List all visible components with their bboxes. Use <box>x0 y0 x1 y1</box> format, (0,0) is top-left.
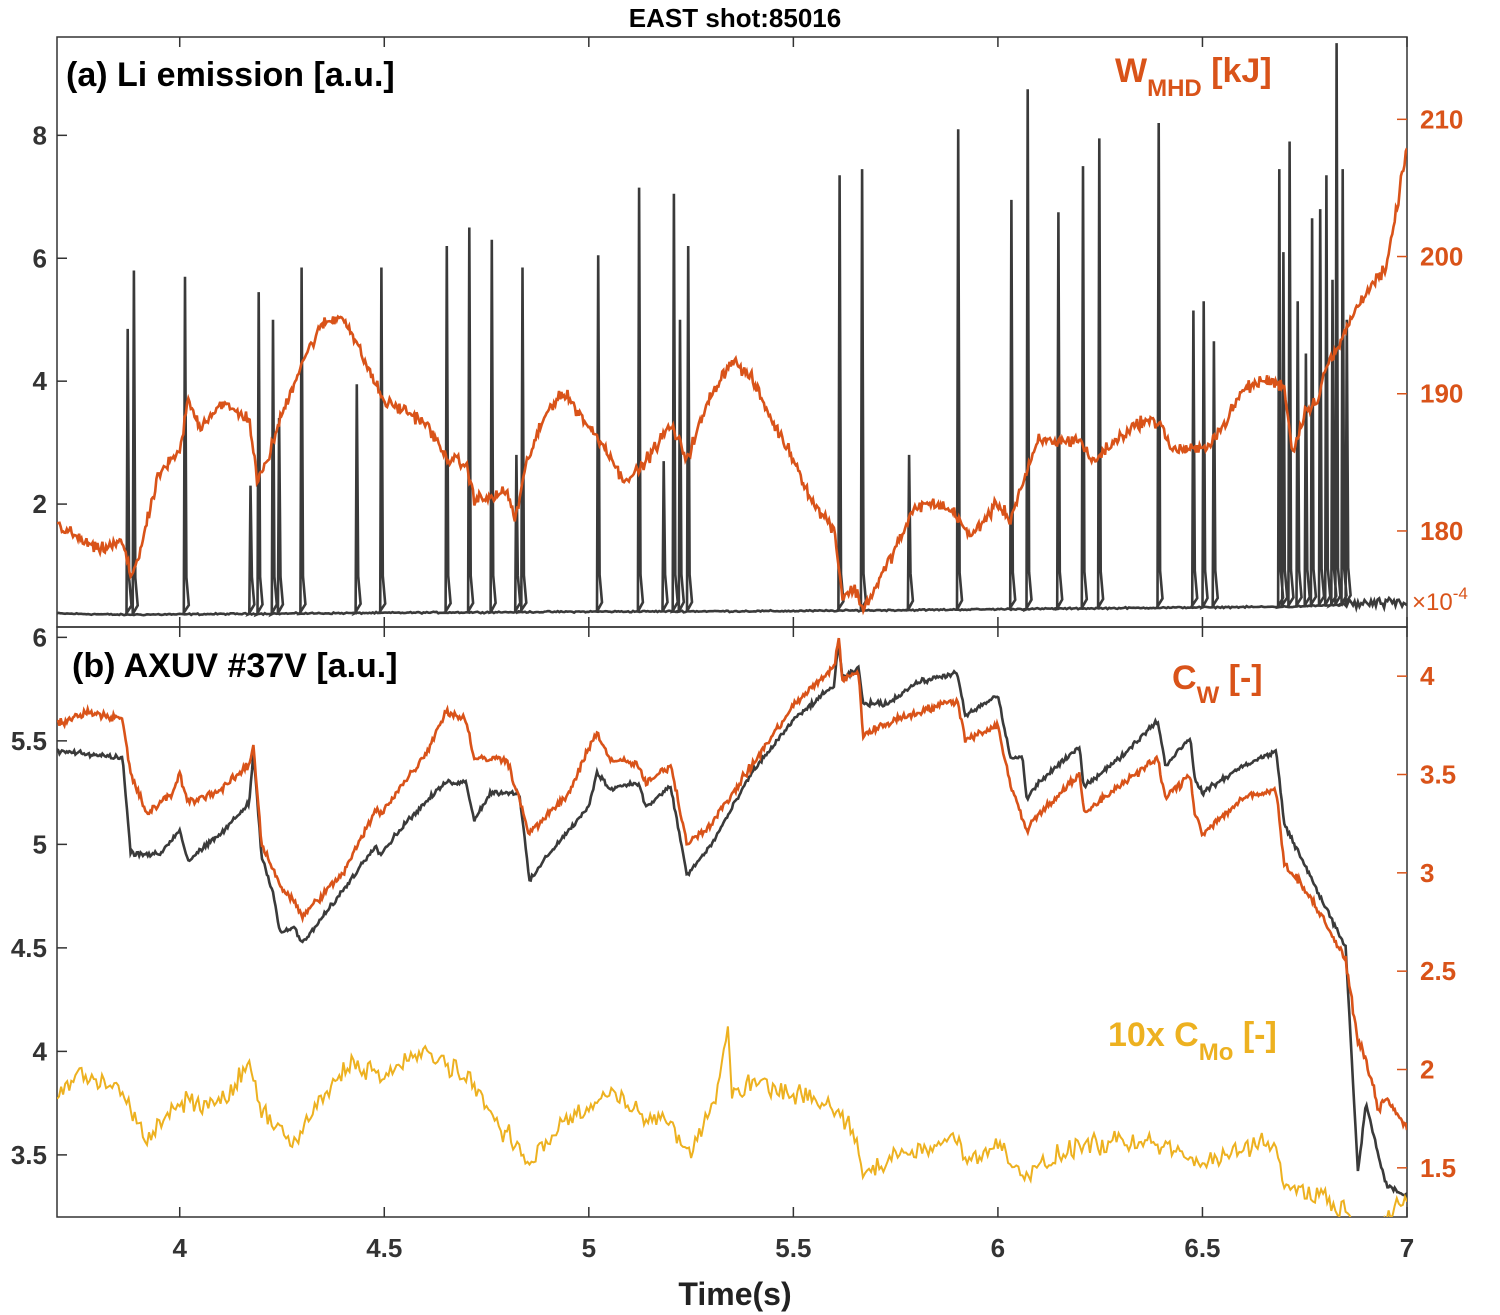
right-tick-label: 180 <box>1420 516 1463 546</box>
right-tick-label: 3 <box>1420 858 1434 888</box>
right-tick-label: 2.5 <box>1420 956 1456 986</box>
panel-b-right-axis: 1.5 2 2.5 3 3.5 4 <box>1397 661 1456 1183</box>
panel-a: 2 4 6 8 180 190 200 210 (a) Li emission [a.u.]… <box>33 36 1468 628</box>
right-tick-label: 1.5 <box>1420 1153 1456 1183</box>
panel-b-frame <box>56 626 1408 1218</box>
right-tick-label: 2 <box>1420 1055 1434 1085</box>
exponent-label: ×10-4 <box>1412 584 1468 616</box>
x-tick-label: 5.5 <box>775 1233 811 1263</box>
left-tick-label: 4 <box>33 366 48 396</box>
left-tick-label: 2 <box>33 489 47 519</box>
axuv-series <box>57 645 1407 1198</box>
wmhd-series <box>57 147 1407 616</box>
panel-a-label: (a) Li emission [a.u.] <box>66 56 395 94</box>
x-tick-label: 4.5 <box>366 1233 402 1263</box>
figure-title: EAST shot:85016 <box>629 3 841 33</box>
x-axis: 4 4.5 5 5.5 6 6.5 7 <box>172 37 1414 1263</box>
left-tick-label: 8 <box>33 120 47 150</box>
panel-b-label: (b) AXUV #37V [a.u.] <box>72 647 398 685</box>
x-tick-label: 7 <box>1400 1233 1414 1263</box>
left-tick-label: 5 <box>33 829 47 859</box>
x-tick-label: 4 <box>172 1233 187 1263</box>
left-tick-label: 3.5 <box>11 1140 47 1170</box>
right-tick-label: 200 <box>1420 242 1463 272</box>
panel-b-series <box>57 637 1407 1217</box>
right-tick-label: 210 <box>1420 104 1463 134</box>
x-axis-label: Time(s) <box>678 1276 791 1312</box>
cmo-label: 10x CMo [-] <box>1108 1016 1277 1066</box>
x-tick-label: 5 <box>582 1233 596 1263</box>
left-tick-label: 4 <box>33 1036 48 1066</box>
x-tick-label: 6.5 <box>1184 1233 1220 1263</box>
right-tick-label: 3.5 <box>1420 760 1456 790</box>
left-tick-label: 5.5 <box>11 726 47 756</box>
panel-a-series <box>57 43 1407 618</box>
panel-b: 3.5 4 4.5 5 5.5 6 1.5 2 2.5 3 3.5 4 (b) AXUV #37V … <box>11 622 1456 1218</box>
panel-b-left-axis: 3.5 4 4.5 5 5.5 6 <box>11 622 67 1170</box>
left-tick-label: 4.5 <box>11 933 47 963</box>
li-emission-series <box>57 43 1407 618</box>
right-tick-label: 190 <box>1420 379 1463 409</box>
cw-label: CW [-] <box>1172 659 1263 709</box>
left-tick-label: 6 <box>33 622 47 652</box>
panel-a-left-axis: 2 4 6 8 <box>33 120 67 519</box>
cmo-series <box>57 1026 1407 1217</box>
panel-a-right-axis: 180 190 200 210 <box>1397 104 1463 546</box>
wmhd-label: WMHD [kJ] <box>1115 52 1272 102</box>
left-tick-label: 6 <box>33 243 47 273</box>
right-tick-label: 4 <box>1420 661 1435 691</box>
cw-series <box>57 637 1407 1131</box>
x-tick-label: 6 <box>991 1233 1005 1263</box>
